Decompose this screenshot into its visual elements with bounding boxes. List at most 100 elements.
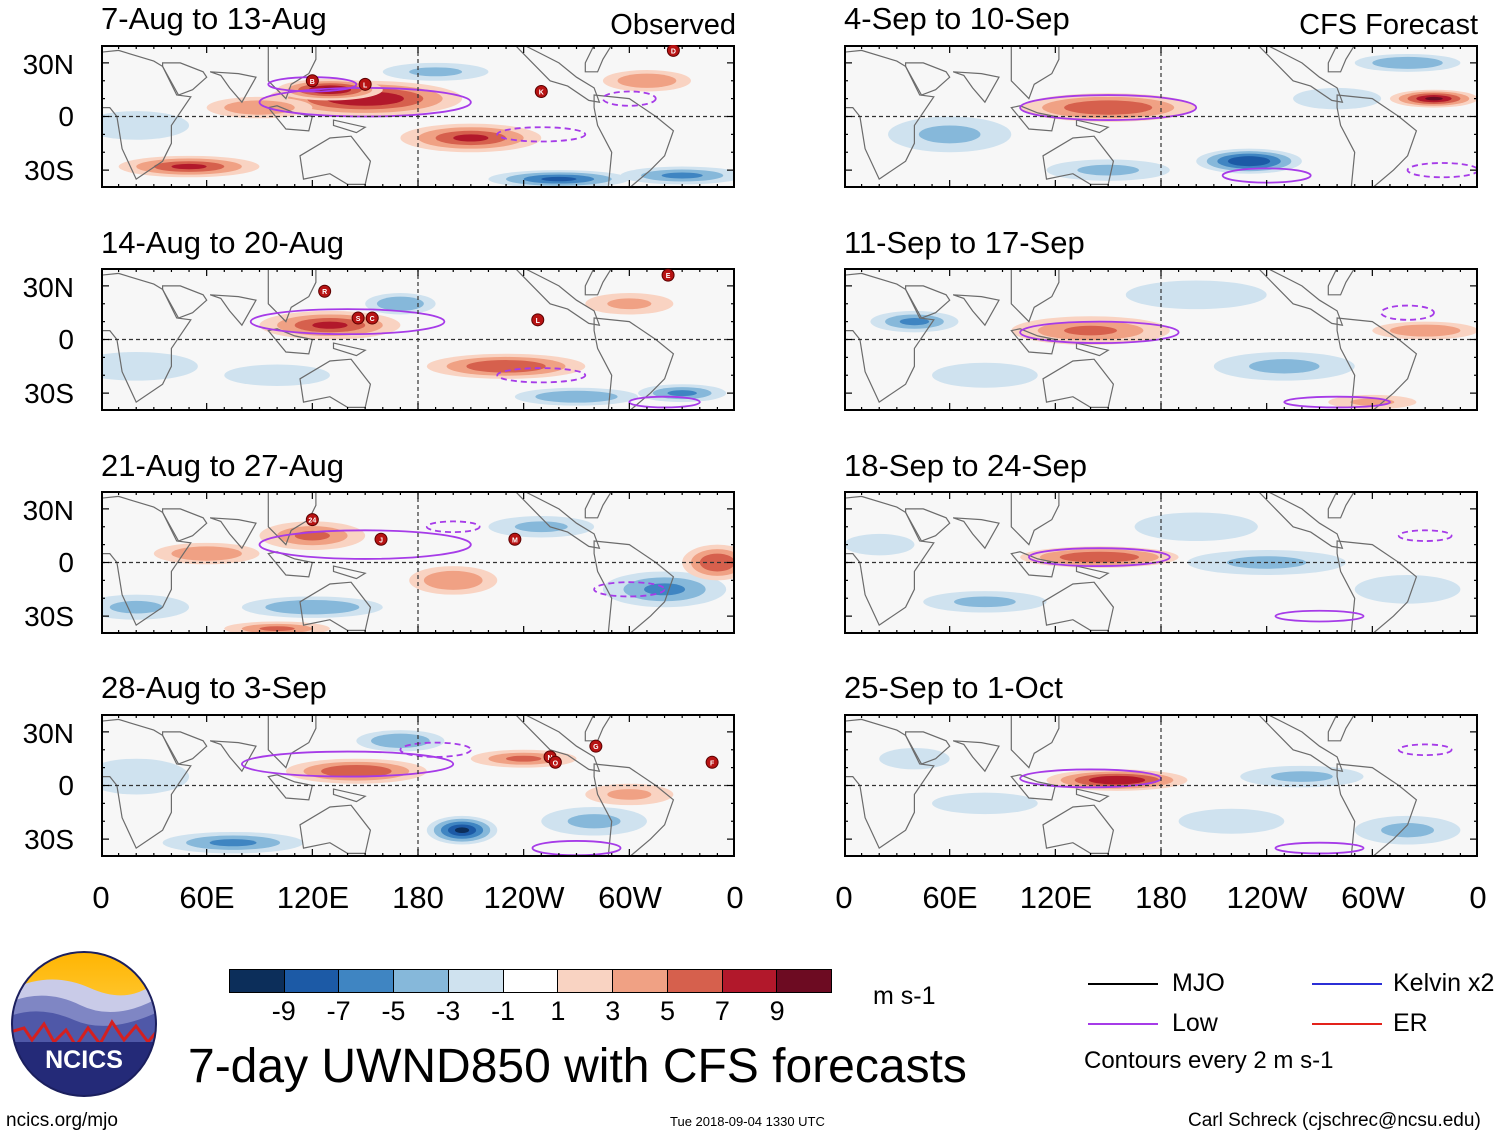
anomaly-blob [617, 73, 677, 88]
colorbar-swatch [613, 970, 668, 992]
anomaly-blob [506, 755, 542, 762]
panel-title-fc-1: 4-Sep to 10-Sep [844, 1, 1070, 36]
coastline [953, 71, 1000, 104]
low-contour [1028, 547, 1171, 567]
low-contour [249, 308, 446, 336]
x-tick-label: 0 [835, 880, 853, 915]
panel-title-obs-1: 7-Aug to 13-Aug [101, 1, 327, 36]
coastline [332, 342, 367, 357]
anomaly-blob [101, 352, 198, 381]
svg-text:D: D [671, 48, 676, 55]
anomaly-blob [1381, 823, 1434, 838]
y-tick-label: 30N [22, 495, 74, 526]
low-contour [1274, 609, 1365, 623]
colorbar-tick-label: -3 [436, 996, 461, 1026]
anomaly-map [844, 268, 1478, 411]
anomaly-blob [1059, 551, 1139, 563]
map-panel-forecast-2 [844, 268, 1478, 411]
anomaly-blob [312, 321, 348, 329]
coastline [101, 272, 192, 403]
x-tick-label: 120E [276, 880, 350, 915]
map-panel-observed-1: B L K D [101, 45, 735, 188]
colorbar-tick-label: 9 [769, 996, 785, 1026]
coastline [593, 94, 675, 188]
colorbar-tick-label: -5 [381, 996, 406, 1026]
storm-marker: L [358, 77, 372, 91]
low-contour [1397, 529, 1453, 542]
anomaly-blob [932, 362, 1038, 388]
coastline [162, 62, 208, 96]
colorbar-swatch [503, 970, 559, 992]
anomaly-blob [224, 364, 330, 386]
low-contour [496, 126, 587, 143]
anomaly-blob [918, 125, 981, 144]
anomaly-blob [409, 67, 463, 77]
coastline [1010, 45, 1060, 100]
y-tick-label: 30S [24, 155, 74, 186]
anomaly-map: NO G F [101, 714, 735, 857]
x-tick-label: 120W [1226, 880, 1308, 915]
colorbar [229, 969, 832, 993]
logo-text: NCICS [45, 1046, 123, 1074]
coastline [210, 740, 257, 773]
coastline [435, 268, 601, 326]
coastline [584, 45, 613, 73]
svg-text:L: L [363, 82, 368, 89]
panel-title-fc-2: 11-Sep to 17-Sep [844, 225, 1085, 260]
footer-url[interactable]: ncics.org/mjo [6, 1110, 118, 1131]
coastline [1336, 540, 1418, 634]
svg-text:K: K [539, 89, 544, 96]
y-tick-label: 0 [58, 324, 74, 355]
coastline [953, 740, 1000, 773]
y-tick-label: 30S [24, 601, 74, 632]
anomaly-blob [514, 521, 568, 533]
anomaly-blob [541, 176, 577, 182]
coastline [905, 285, 951, 319]
svg-text:O: O [553, 760, 559, 767]
storm-marker: G [589, 739, 603, 753]
storm-marker: F [705, 755, 719, 769]
coastline [953, 294, 1000, 327]
anomaly-blob [101, 111, 190, 140]
anomaly-blob [899, 318, 930, 326]
y-tick-label: 30S [24, 824, 74, 855]
colorbar-swatch [284, 970, 340, 992]
svg-text:C: C [370, 316, 375, 323]
coastline [435, 714, 601, 772]
colorbar-tick-label: 5 [660, 996, 676, 1026]
coastline [593, 763, 675, 857]
low-contour [399, 741, 472, 758]
low-contour [240, 750, 455, 778]
anomaly-blob [171, 546, 242, 561]
coastline [1327, 714, 1356, 742]
coastline [1327, 268, 1356, 296]
colorbar-swatch [394, 970, 449, 992]
anomaly-map [844, 714, 1478, 857]
footer-credit: Carl Schreck (cjschrec@ncsu.edu) [1188, 1110, 1481, 1131]
coastline [844, 718, 935, 849]
anomaly-blob [376, 296, 424, 311]
anomaly-blob [321, 764, 392, 778]
coastline [593, 317, 675, 411]
anomaly-map: R S C L E [101, 268, 735, 411]
anomaly-blob [1425, 96, 1443, 101]
anomaly-blob [1077, 164, 1139, 176]
main-title: 7-day UWND850 with CFS forecasts [188, 1040, 967, 1093]
colorbar-units: m s-1 [873, 982, 936, 1010]
svg-text:E: E [666, 273, 671, 280]
coastline [1178, 45, 1344, 103]
storm-marker: S [351, 311, 365, 325]
anomaly-blob [1088, 775, 1146, 785]
x-tick-label: 180 [392, 880, 444, 915]
x-tick-label: 0 [92, 880, 110, 915]
contour-note: Contours every 2 m s-1 [1084, 1047, 1334, 1074]
coastline [1010, 268, 1060, 323]
storm-marker: M [508, 532, 522, 546]
coastline [1336, 317, 1418, 411]
colorbar-tick-label: 1 [550, 996, 566, 1026]
observed-label: Observed [610, 9, 736, 41]
colorbar-swatch [558, 970, 614, 992]
x-tick-label: 0 [1469, 880, 1487, 915]
legend-line-er [1312, 1023, 1382, 1025]
